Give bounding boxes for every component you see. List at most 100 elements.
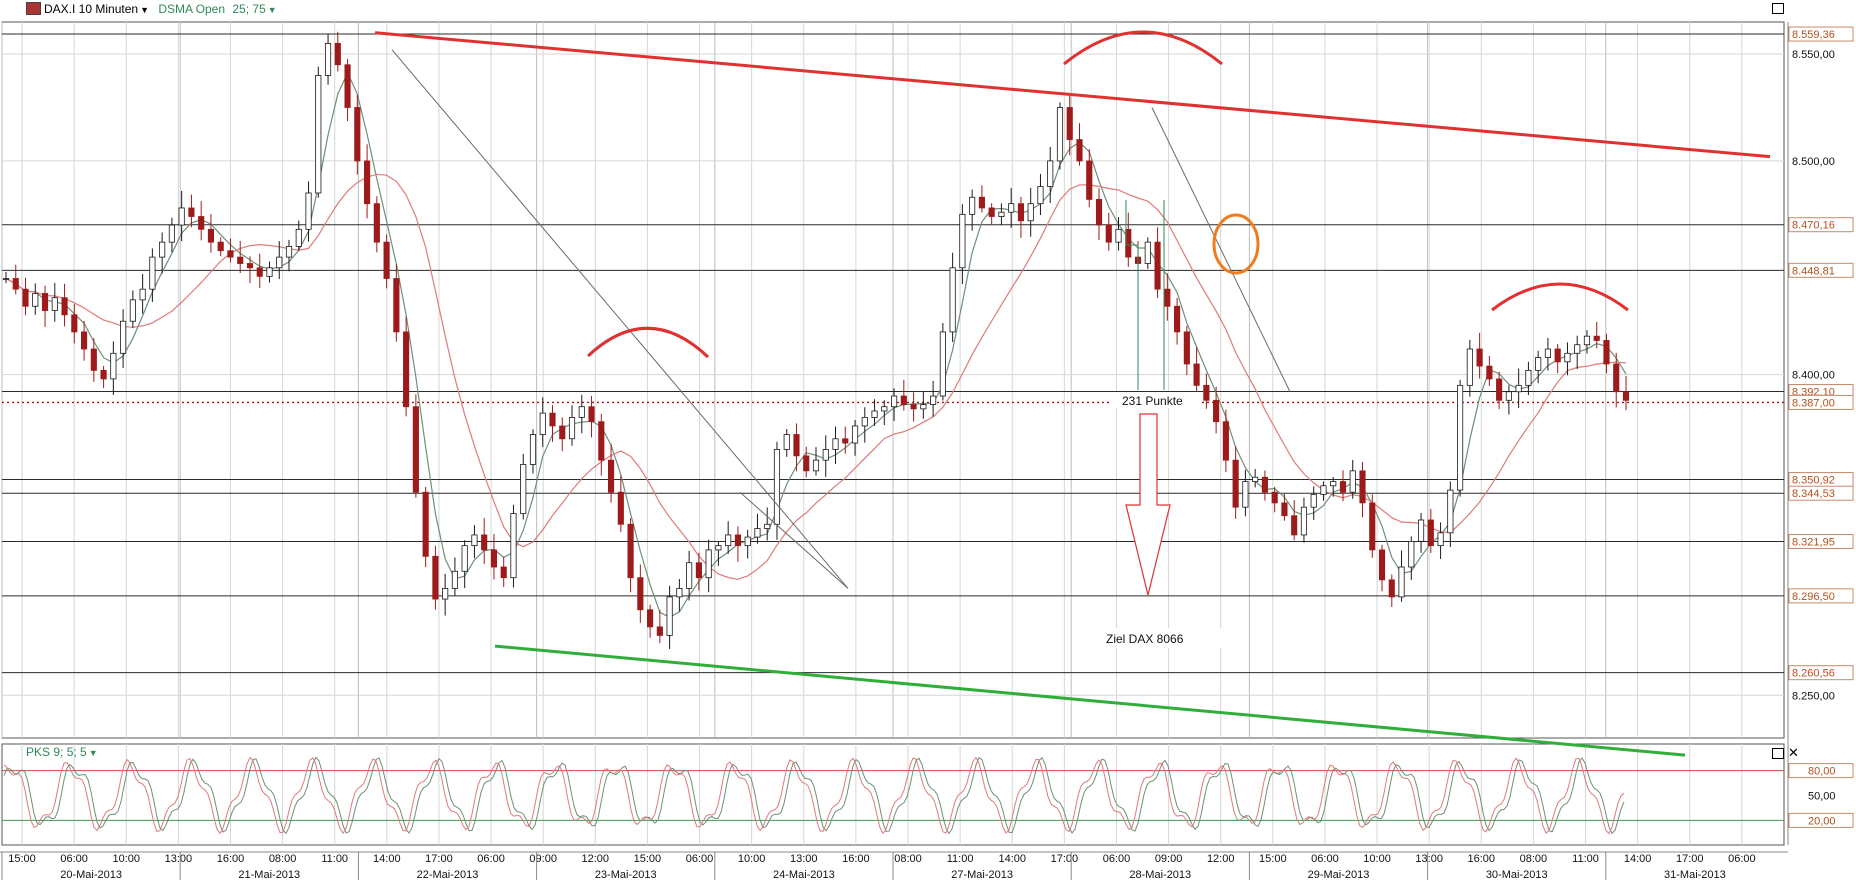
time-tick-label: 13:00 [165, 853, 193, 865]
candle-body [1271, 491, 1278, 504]
candle-body [559, 425, 566, 440]
price-level-tag [1788, 588, 1854, 604]
maximize-icon[interactable] [1772, 3, 1784, 14]
candle-body [754, 528, 761, 538]
date-tick-label: 27-Mai-2013 [951, 869, 1013, 881]
chart-symbol-icon[interactable] [26, 2, 41, 15]
candle-body [198, 216, 205, 230]
candle-body [1008, 203, 1015, 213]
indicator-name[interactable]: DSMA Open [158, 2, 226, 16]
resistance-trendline[interactable] [374, 31, 1771, 159]
close-icon[interactable]: ✕ [1788, 745, 1799, 760]
price-level-tag [1788, 262, 1854, 278]
candle-body [998, 211, 1005, 217]
time-tick-label: 06:00 [1311, 853, 1339, 865]
time-tick-label: 17:00 [425, 853, 453, 865]
price-tick-label: 8.550,00 [1792, 49, 1835, 61]
candle-body [1525, 369, 1532, 386]
price-level-tag [1788, 394, 1854, 410]
candle-body [734, 534, 741, 547]
time-tick-label: 13:00 [1415, 853, 1443, 865]
oscillator-header: PKS 9; 5; 5 ▼ [26, 745, 98, 759]
indicator-dropdown-icon[interactable]: ▼ [267, 5, 277, 15]
candle-body [41, 293, 49, 311]
candle-body [1222, 421, 1229, 461]
candle-body [715, 545, 722, 551]
candle-body [578, 406, 585, 418]
time-tick-label: 11:00 [1572, 853, 1599, 865]
oscillator-panel-frame [1, 743, 1785, 846]
candle-body [237, 256, 244, 264]
date-tick-label: 28-Mai-2013 [1129, 869, 1191, 881]
oscillator-dropdown-icon[interactable]: ▼ [88, 748, 98, 758]
candle-body [2, 278, 10, 280]
breakout-circle[interactable] [1212, 213, 1260, 275]
chart-header: DAX.I 10 Minuten ▼ DSMA Open 25; 75 ▼ [26, 2, 277, 16]
candle-body [1613, 363, 1620, 393]
time-tick-label: 13:00 [790, 853, 818, 865]
time-tick-label: 10:00 [112, 853, 140, 865]
date-tick-label: 29-Mai-2013 [1308, 869, 1370, 881]
downtrend-line[interactable] [739, 491, 849, 589]
symbol-dropdown-icon[interactable]: ▼ [140, 5, 149, 15]
candle-body [383, 241, 390, 279]
candle-body [822, 449, 829, 461]
date-tick-label: 20-Mai-2013 [60, 869, 122, 881]
candle-body [881, 406, 888, 412]
candle-body [188, 207, 195, 217]
time-tick-label: 12:00 [582, 853, 610, 865]
downtrend-line[interactable] [391, 49, 849, 589]
candle-body [461, 545, 468, 572]
price-tick-label: 8.400,00 [1792, 370, 1835, 382]
candle-body [705, 549, 712, 579]
candle-body [1593, 335, 1600, 341]
candle-body [1447, 489, 1454, 534]
candle-body [803, 455, 810, 472]
candle-body [1437, 532, 1444, 547]
price-level-label: 8.350,92 [1792, 475, 1835, 487]
candle-body [568, 417, 576, 440]
date-tick-label: 31-Mai-2013 [1664, 869, 1726, 881]
time-tick-label: 17:00 [1051, 853, 1079, 865]
symbol-title[interactable]: DAX.I 10 Minuten [44, 2, 139, 16]
points-label: 231 Punkte [1122, 394, 1183, 408]
candle-body [12, 278, 19, 290]
candle-body [1574, 344, 1581, 354]
candle-body [1095, 198, 1103, 226]
candle-body [920, 404, 927, 410]
support-trendline[interactable] [494, 644, 1686, 757]
time-tick-label: 14:00 [1624, 853, 1652, 865]
candle-body [1369, 502, 1376, 551]
candle-body [1330, 481, 1337, 487]
date-tick-label: 24-Mai-2013 [773, 869, 835, 881]
candle-body [851, 425, 859, 444]
candle-body [939, 331, 946, 397]
oscillator-maximize-icon[interactable] [1772, 748, 1784, 759]
candle-body [695, 562, 702, 579]
candle-body [315, 75, 322, 194]
price-level-label: 8.344,53 [1792, 488, 1835, 500]
downtrend-line[interactable] [1151, 107, 1291, 392]
time-tick-label: 10:00 [1363, 853, 1391, 865]
candle-body [344, 64, 351, 108]
candle-body [364, 160, 371, 205]
candle-body [1554, 348, 1561, 363]
price-level-label: 8.387,00 [1792, 397, 1835, 409]
candle-body [1310, 493, 1317, 508]
candle-body [217, 241, 224, 252]
candle-body [588, 406, 595, 423]
indicator-params[interactable]: 25; 75 [232, 2, 266, 16]
candle-body [159, 241, 166, 258]
time-tick-label: 14:00 [998, 853, 1026, 865]
oscillator-name[interactable]: PKS 9; 5; 5 [26, 745, 87, 759]
candle-body [1115, 228, 1122, 243]
candle-body [393, 278, 400, 333]
candle-body [1252, 476, 1259, 482]
candle-body [744, 536, 751, 547]
candle-body [1505, 391, 1512, 401]
candle-body [832, 438, 839, 450]
candle-body [1349, 470, 1356, 493]
candle-body [285, 246, 293, 258]
candle-body [900, 395, 907, 405]
